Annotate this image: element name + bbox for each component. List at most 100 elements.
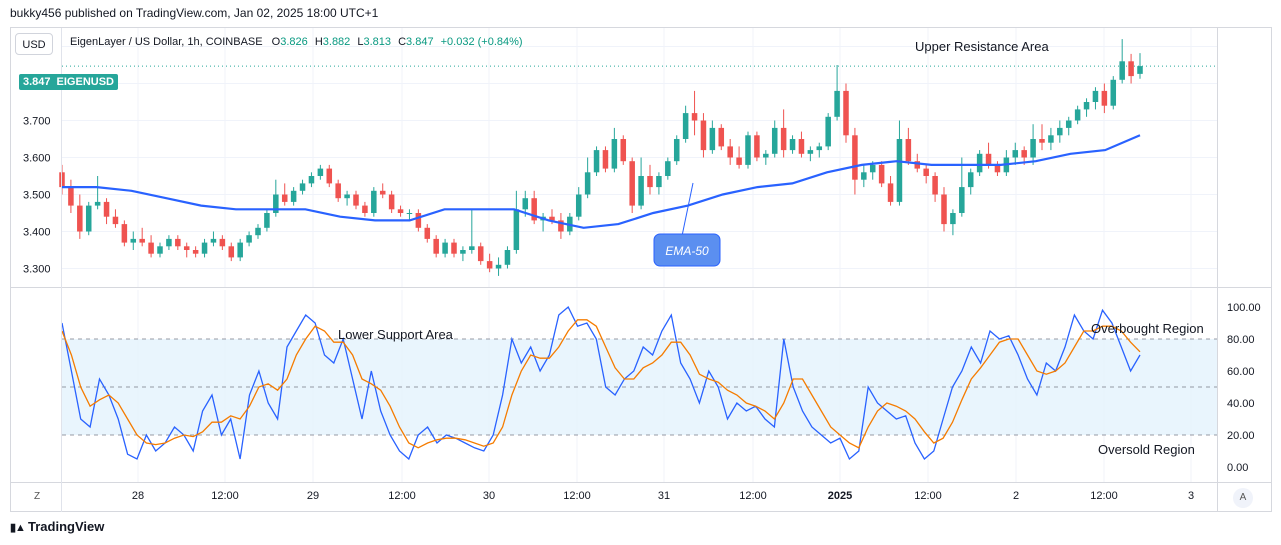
close-value: 3.847 — [406, 36, 434, 48]
ema-50-line — [62, 134, 1141, 229]
candle-body — [896, 139, 903, 202]
candle-body — [620, 139, 627, 162]
candle-body — [228, 246, 235, 258]
candle-body — [1012, 150, 1019, 158]
candle-body — [397, 209, 404, 213]
candle-body — [959, 187, 965, 213]
price-tick-label: 3.400 — [23, 227, 51, 239]
candle-body — [709, 127, 716, 151]
symbol-legend: EigenLayer / US Dollar, 1h, COINBASE O3.… — [70, 36, 523, 48]
time-tick-label: 30 — [483, 490, 495, 502]
candle-body — [861, 172, 867, 180]
candle-body — [665, 161, 671, 176]
candle-body — [433, 238, 439, 254]
candle-body — [1110, 79, 1117, 106]
stoch-tick-label: 100.00 — [1227, 302, 1261, 314]
currency-button[interactable]: USD — [15, 33, 53, 55]
z-button[interactable]: Z — [33, 491, 41, 502]
time-tick-label: 12:00 — [914, 490, 942, 502]
high-value: 3.882 — [322, 36, 351, 48]
candle-body — [611, 139, 618, 169]
candle-body — [379, 190, 386, 195]
candle-body — [85, 205, 92, 232]
tradingview-logo[interactable]: ▮▲ TradingView — [10, 519, 104, 534]
candle-body — [77, 205, 83, 232]
candle-body — [1074, 109, 1081, 121]
symbol-name: EigenLayer / US Dollar, 1h, COINBASE — [70, 36, 263, 48]
candle-body — [281, 194, 288, 202]
candle-body — [887, 183, 894, 202]
candle-body — [914, 161, 921, 169]
candle-body — [549, 216, 555, 221]
candle-body — [1057, 127, 1063, 136]
tradingview-logo-text: TradingView — [28, 519, 105, 534]
candle-body — [130, 238, 137, 243]
candle-body — [388, 194, 395, 210]
stoch-k-line — [61, 305, 1141, 461]
price-tag-symbol: EIGENUSD — [56, 76, 114, 88]
candle-body — [210, 238, 217, 243]
candle-body — [905, 139, 912, 162]
candle-body — [629, 161, 635, 206]
candle-body — [780, 127, 787, 151]
candle-body — [121, 224, 128, 243]
candle-body — [736, 157, 742, 165]
candle-body — [1048, 135, 1054, 143]
price-tick-label: 3.300 — [23, 264, 51, 276]
candle-body — [477, 246, 484, 262]
candle-body — [371, 190, 377, 213]
candle-body — [869, 164, 876, 173]
candle-body — [1119, 61, 1125, 80]
price-tick-label: 3.700 — [23, 116, 51, 128]
candle-body — [718, 127, 725, 147]
candle-body — [246, 235, 252, 243]
candle-body — [994, 164, 1001, 173]
time-tick-label: 12:00 — [563, 490, 591, 502]
candle-body — [1101, 90, 1108, 106]
candle-body — [103, 201, 110, 217]
candle-body — [290, 190, 297, 202]
stoch-tick-label: 60.00 — [1227, 366, 1255, 378]
upper-resistance-label: Upper Resistance Area — [915, 39, 1049, 54]
stoch-tick-label: 40.00 — [1227, 398, 1255, 410]
candle-body — [1030, 139, 1036, 158]
candle-body — [344, 194, 350, 199]
candle-body — [985, 153, 992, 165]
open-value: 3.826 — [280, 36, 308, 48]
candle-body — [451, 242, 457, 254]
ema-callout-box — [653, 233, 721, 267]
candle-body — [299, 183, 306, 191]
candle-body — [237, 242, 243, 258]
candle-body — [192, 250, 199, 254]
time-tick-label: 2 — [1013, 490, 1019, 502]
candle-body — [175, 238, 181, 247]
time-tick-label: 12:00 — [388, 490, 416, 502]
time-tick-label: 3 — [1188, 490, 1194, 502]
candle-body — [798, 139, 805, 154]
candle-body — [335, 183, 341, 199]
high-label: H — [314, 36, 323, 48]
candle-body — [558, 220, 564, 232]
candle-body — [264, 213, 270, 228]
candle-body — [522, 198, 529, 210]
price-tick-label: 3.500 — [23, 190, 51, 202]
ema-callout-label: EMA-50 — [665, 244, 709, 258]
candle-body — [166, 238, 172, 247]
time-tick-label: 31 — [658, 490, 670, 502]
candle-body — [584, 172, 591, 195]
oversold-label: Oversold Region — [1098, 442, 1195, 457]
candle-body — [326, 168, 333, 184]
candle-body — [932, 176, 938, 195]
auto-scale-button[interactable]: A — [1233, 488, 1253, 508]
candle-body — [763, 153, 769, 158]
candle-body — [656, 176, 662, 188]
candle-body — [157, 246, 163, 254]
candle-body — [486, 261, 493, 269]
candle-body — [816, 146, 823, 151]
stoch-tick-label: 20.00 — [1227, 430, 1255, 442]
candle-body — [825, 116, 831, 147]
candle-body — [789, 139, 796, 151]
candle-body — [469, 246, 475, 250]
candle-body — [1039, 139, 1045, 143]
